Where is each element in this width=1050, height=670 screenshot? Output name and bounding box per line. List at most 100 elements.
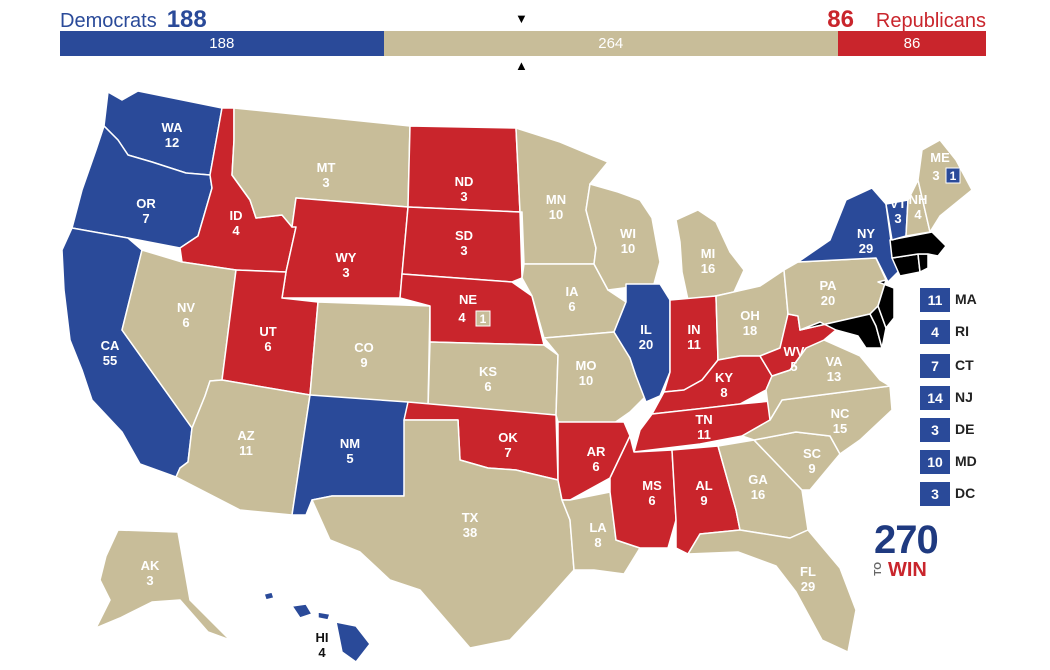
state-abbr: NJ [955,389,973,405]
small-state-nj[interactable]: 14 NJ [920,386,1030,410]
logo-win: WIN [888,559,927,581]
state-sd[interactable] [401,206,523,283]
state-label-oh: OH [740,308,760,323]
logo-to: TO [873,562,884,576]
state-hi-islands[interactable] [291,603,313,619]
state-ev-tx: 38 [463,525,477,540]
state-ev-ok: 7 [504,445,511,460]
state-tx[interactable] [311,419,575,649]
state-ev-wy: 3 [342,265,349,280]
small-state-md[interactable]: 10 MD [920,450,1030,474]
state-label-nm: NM [340,436,360,451]
ev-box: 10 [920,450,950,474]
state-label-sd: SD [455,228,473,243]
state-label-or: OR [136,196,156,211]
state-la[interactable] [561,491,641,575]
democrat-segment: 188 [60,31,384,56]
270towin-logo[interactable]: 270 TO WIN [872,520,952,582]
state-label-ks: KS [479,364,497,379]
state-ev-vt: 3 [894,211,901,226]
state-abbr: MD [955,453,977,469]
state-ev-mo: 10 [579,373,593,388]
state-label-nh: NH [909,192,928,207]
state-label-nc: NC [831,406,850,421]
state-ev-ny: 29 [859,241,873,256]
state-label-ga: GA [748,472,768,487]
state-label-nd: ND [455,174,474,189]
state-ev-or: 7 [142,211,149,226]
state-label-ut: UT [259,324,276,339]
state-label-ny: NY [857,226,875,241]
state-abbr: CT [955,357,974,373]
small-state-de[interactable]: 3 DE [920,418,1030,442]
state-label-va: VA [825,354,843,369]
state-label-ne: NE [459,292,477,307]
me-district-box[interactable] [945,167,961,184]
state-label-il: IL [640,322,652,337]
midpoint-down-arrow-icon: ▼ [515,11,528,26]
small-state-ma[interactable]: 11 MA [920,288,1030,312]
state-ev-wa: 12 [165,135,179,150]
state-ev-oh: 18 [743,323,757,338]
state-ak[interactable] [95,529,231,641]
state-label-wv: WV [784,344,805,359]
state-label-nv: NV [177,300,195,315]
state-ev-nc: 15 [833,421,847,436]
democrats-count: 188 [166,6,207,33]
state-ev-co: 9 [360,355,367,370]
state-fl[interactable] [687,529,857,653]
state-label-mo: MO [576,358,597,373]
state-ev-mt: 3 [322,175,329,190]
small-state-dc[interactable]: 3 DC [920,482,1030,506]
state-ma[interactable] [889,231,947,259]
state-co[interactable] [309,301,431,409]
state-ev-mn: 10 [549,207,563,222]
ne-district-box[interactable] [475,310,491,327]
state-label-wi: WI [620,226,636,241]
republicans-label: Republicans [875,10,986,32]
state-il[interactable] [613,283,671,403]
state-hi[interactable] [335,621,371,663]
ev-box: 7 [920,354,950,378]
state-abbr: MA [955,291,977,307]
state-label-hi: HI [316,630,329,645]
state-label-wy: WY [336,250,357,265]
state-ev-ia: 6 [568,299,575,314]
state-ev-ne: 4 [458,310,466,325]
tossup-segment: 264 [383,31,838,56]
small-state-ct[interactable]: 7 CT [920,354,1030,378]
state-ar[interactable] [557,421,631,501]
state-hi-islands-mid[interactable] [317,611,331,621]
state-ev-nh: 4 [914,207,922,222]
state-label-ar: AR [587,444,606,459]
state-de[interactable] [869,305,887,349]
state-label-sc: SC [803,446,822,461]
state-label-tx: TX [462,510,479,525]
ev-box: 11 [920,288,950,312]
header: Democrats 188 86 Republicans [60,4,986,33]
state-nj[interactable] [877,279,895,329]
state-ev-nd: 3 [460,189,467,204]
state-label-vt: VT [890,196,907,211]
state-hi-islands-small[interactable] [263,591,275,601]
small-state-ri[interactable]: 4 RI [920,320,1030,344]
logo-number: 270 [874,518,939,562]
state-ev-id: 4 [232,223,240,238]
state-wy[interactable] [281,197,409,299]
republicans-total: 86 Republicans [827,6,986,34]
state-label-mt: MT [317,160,336,175]
state-label-ia: IA [566,284,580,299]
state-label-az: AZ [237,428,254,443]
state-ev-ks: 6 [484,379,491,394]
state-ev-nm: 5 [346,451,353,466]
state-ev-az: 11 [239,443,253,458]
state-label-in: IN [688,322,701,337]
state-abbr: RI [955,323,969,339]
state-ri[interactable] [917,253,929,273]
state-label-ky: KY [715,370,733,385]
state-me[interactable] [917,139,973,233]
state-label-mn: MN [546,192,566,207]
state-ev-hi: 4 [318,645,326,660]
state-ev-ca: 55 [103,353,117,368]
